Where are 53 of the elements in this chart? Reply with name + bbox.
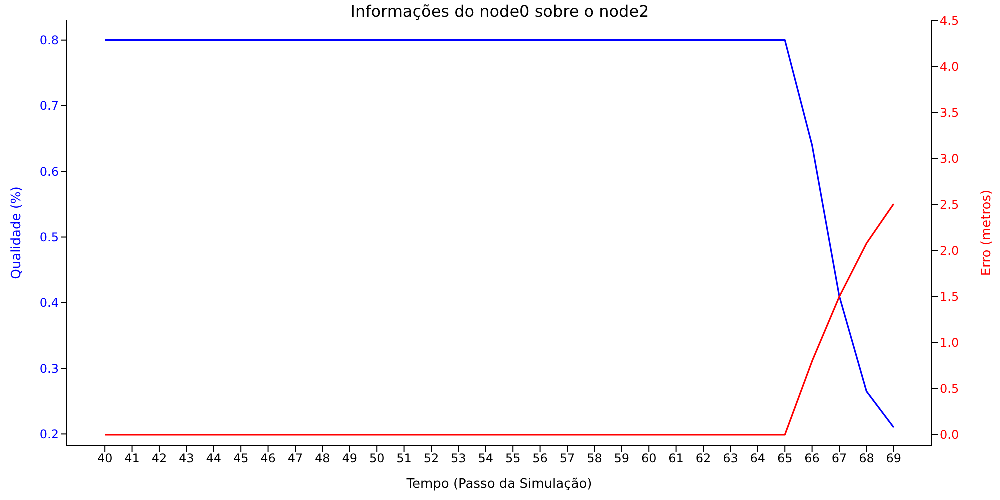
x-tick-label: 61 bbox=[668, 452, 684, 466]
x-tick-label: 51 bbox=[396, 452, 412, 466]
chart-title: Informações do node0 sobre o node2 bbox=[350, 2, 650, 21]
y-tick-label: 0.2 bbox=[40, 427, 59, 442]
x-tick-label: 41 bbox=[124, 452, 140, 466]
x-tick-label: 45 bbox=[233, 452, 249, 466]
y2-tick-label: 3.0 bbox=[940, 152, 960, 166]
y2-tick-label: 2.0 bbox=[940, 244, 960, 258]
y2-tick-label: 0.0 bbox=[940, 428, 960, 442]
x-tick-label: 57 bbox=[560, 452, 576, 466]
y2-tick-label: 3.5 bbox=[940, 106, 960, 120]
x-tick-label: 42 bbox=[152, 452, 168, 466]
x-tick-label: 63 bbox=[723, 452, 738, 466]
y-tick-label: 0.7 bbox=[40, 99, 59, 114]
y-tick-label: 0.6 bbox=[40, 164, 59, 179]
y-tick-label: 0.3 bbox=[40, 362, 59, 376]
y2-tick-label: 2.5 bbox=[940, 198, 960, 212]
x-tick-label: 62 bbox=[696, 452, 712, 466]
y-tick-label: 0.4 bbox=[40, 296, 59, 310]
x-tick-label: 56 bbox=[532, 452, 548, 466]
y2-tick-label: 1.5 bbox=[940, 290, 960, 304]
x-tick-label: 47 bbox=[288, 452, 304, 466]
x-tick-label: 52 bbox=[424, 452, 440, 466]
x-tick-label: 54 bbox=[478, 452, 494, 466]
x-tick-label: 68 bbox=[859, 452, 874, 466]
x-tick-label: 40 bbox=[97, 452, 113, 466]
x-tick-label: 67 bbox=[832, 452, 848, 466]
y2-tick-label: 4.0 bbox=[940, 60, 960, 74]
x-tick-label: 48 bbox=[315, 452, 330, 466]
x-tick-label: 55 bbox=[505, 452, 521, 466]
x-tick-label: 50 bbox=[369, 452, 385, 466]
x-tick-label: 49 bbox=[342, 452, 358, 466]
y-tick-label: 0.5 bbox=[40, 230, 59, 245]
x-tick-label: 58 bbox=[587, 452, 602, 466]
y-tick-label: 0.8 bbox=[40, 34, 59, 48]
x-tick-label: 44 bbox=[206, 452, 222, 466]
y2-axis-title: Erro (metros) bbox=[980, 190, 995, 276]
y2-tick-label: 1.0 bbox=[940, 336, 960, 350]
x-axis-title: Tempo (Passo da Simulação) bbox=[406, 477, 592, 492]
x-tick-label: 69 bbox=[886, 452, 902, 466]
y2-tick-label: 0.5 bbox=[940, 382, 960, 396]
x-tick-label: 43 bbox=[179, 452, 194, 466]
y-axis-title: Qualidade (%) bbox=[10, 186, 25, 280]
x-tick-label: 64 bbox=[750, 452, 766, 466]
x-tick-label: 59 bbox=[614, 452, 630, 466]
line-series bbox=[104, 203, 895, 436]
x-tick-label: 65 bbox=[777, 452, 793, 466]
x-tick-label: 53 bbox=[451, 452, 466, 466]
x-tick-label: 66 bbox=[804, 452, 820, 466]
x-tick-label: 60 bbox=[641, 452, 657, 466]
x-tick-label: 46 bbox=[260, 452, 276, 466]
line-series bbox=[104, 40, 895, 428]
y2-tick-label: 4.5 bbox=[940, 14, 960, 28]
